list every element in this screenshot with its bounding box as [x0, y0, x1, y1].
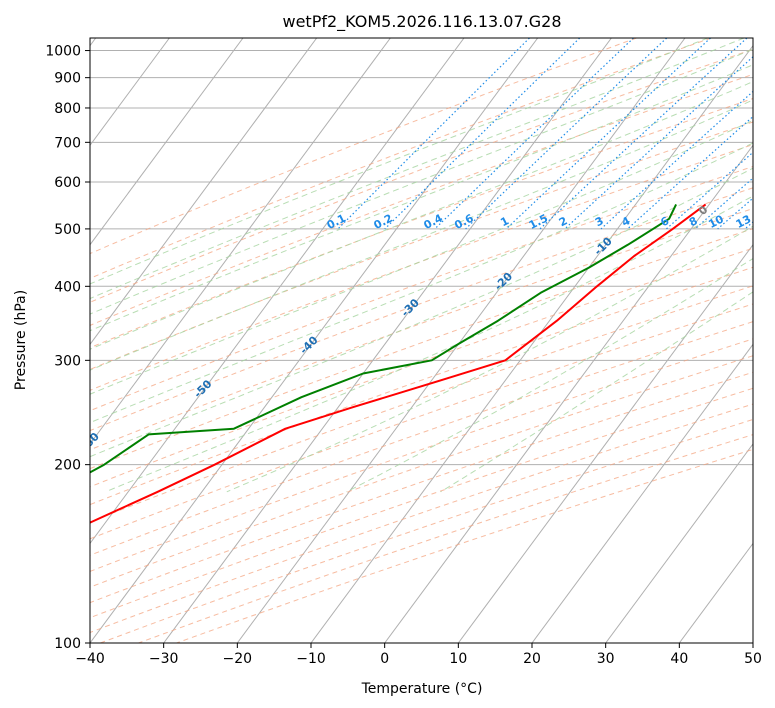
- mixing-ratio-line: [434, 38, 634, 230]
- mixing-ratio-label: 3: [593, 214, 606, 229]
- mixing-ratio-line: [600, 90, 753, 230]
- plot-frame: [89, 37, 754, 644]
- x-tick-label: 30: [597, 651, 615, 667]
- axes: −40 −30 −20 −10 0 10 20 30 40 50 100 200 300 400 500 60…: [45, 44, 762, 667]
- x-tick-label: −40: [75, 651, 105, 667]
- isotherm: [384, 144, 753, 643]
- isotherm: [90, 38, 539, 643]
- y-tick-label: 300: [54, 353, 81, 369]
- dry-adiabat: [90, 121, 753, 371]
- isotherm: [531, 343, 753, 643]
- y-tick-label: 700: [54, 135, 81, 151]
- mixing-ratio-line: [694, 177, 753, 230]
- y-axis-label: Pressure (hPa): [13, 290, 29, 390]
- mixing-ratio-line: [767, 38, 775, 229]
- moist-adiabat: [90, 167, 753, 458]
- isotherm: [90, 38, 244, 246]
- mixing-ratio-line: [505, 38, 711, 230]
- chart-title: wetPf2_KOM5.2026.116.13.07.G28: [282, 12, 561, 32]
- y-tick-label: 200: [54, 458, 81, 474]
- y-tick-label: 500: [54, 222, 81, 238]
- moist-adiabat: [105, 195, 753, 493]
- mixing-ratio-label: 16: [756, 212, 775, 231]
- isotherm: [90, 38, 170, 147]
- isotherm: [605, 443, 753, 643]
- moist-adiabat: [90, 142, 753, 424]
- dry-adiabat: [90, 38, 637, 255]
- dry-adiabat: [90, 207, 753, 451]
- mixing-ratio-label: 4: [620, 214, 633, 229]
- adiabat-label: -20: [492, 270, 515, 293]
- moist-adiabat: [90, 81, 753, 350]
- dry-adiabat: [90, 403, 753, 634]
- isotherm: [90, 38, 318, 346]
- x-axis-label: Temperature (°C): [361, 681, 483, 697]
- isotherm: [90, 38, 391, 445]
- dry-adiabat: [90, 387, 753, 619]
- mixing-ratio-label: 2: [557, 214, 570, 229]
- isotherm: [752, 642, 753, 643]
- y-tick-label: 900: [54, 71, 81, 87]
- isotherm: [310, 44, 753, 643]
- profile-lines: [90, 203, 707, 524]
- dry-adiabat: [90, 355, 753, 588]
- x-tick-label: 40: [670, 651, 688, 667]
- moist-adiabat: [90, 38, 709, 285]
- dry-adiabat: [90, 285, 753, 523]
- dry-adiabat: [138, 434, 753, 643]
- temperature-profile: [90, 203, 707, 524]
- moist-adiabat: [90, 38, 745, 300]
- moist-adiabat: [90, 99, 753, 371]
- dry-adiabat: [90, 228, 753, 470]
- x-tick-label: 10: [449, 651, 467, 667]
- moist-adiabat: [90, 48, 753, 315]
- background-lines: [90, 38, 775, 643]
- x-tick-label: 0: [380, 651, 389, 667]
- y-tick-label: 400: [54, 279, 81, 295]
- isotherm: [163, 38, 612, 643]
- y-tick-label: 800: [54, 101, 81, 117]
- x-tick-label: −10: [296, 651, 326, 667]
- dry-adiabat: [90, 165, 753, 412]
- mixing-ratio-label: 1: [498, 214, 511, 229]
- dry-adiabat: [90, 143, 753, 391]
- moist-adiabat: [440, 291, 753, 493]
- mixing-ratio-label: 10: [706, 212, 726, 231]
- mixing-ratio-line: [717, 197, 753, 230]
- mixing-ratio-line: [465, 38, 668, 230]
- y-tick-label: 100: [54, 636, 81, 652]
- adiabat-label: -50: [191, 377, 214, 400]
- x-tick-label: 20: [523, 651, 541, 667]
- x-tick-label: 50: [744, 651, 762, 667]
- isotherm: [457, 243, 753, 643]
- isotherm: [236, 38, 686, 643]
- isotherm: [678, 542, 753, 643]
- isotherm: [90, 38, 465, 545]
- y-tick-label: 600: [54, 175, 81, 191]
- x-tick-label: −20: [223, 651, 253, 667]
- x-tick-label: −30: [149, 651, 179, 667]
- dry-adiabat: [90, 371, 753, 604]
- mixing-ratio-label: 13: [734, 213, 754, 232]
- dry-adiabat: [90, 38, 712, 279]
- moist-adiabat: [90, 64, 753, 332]
- moist-adiabat: [226, 225, 753, 493]
- moist-adiabat: [90, 119, 753, 395]
- mixing-ratio-line: [666, 151, 753, 230]
- y-tick-label: 1000: [45, 44, 81, 60]
- dry-adiabat: [90, 266, 753, 506]
- dry-adiabat: [90, 321, 753, 556]
- dry-adiabat: [90, 48, 753, 303]
- adiabat-label: -30: [399, 296, 422, 319]
- mixing-ratio-line: [337, 38, 530, 230]
- adiabat-label: -40: [297, 333, 320, 356]
- mixing-ratio-line: [564, 55, 753, 230]
- dewpoint-profile: [90, 203, 677, 474]
